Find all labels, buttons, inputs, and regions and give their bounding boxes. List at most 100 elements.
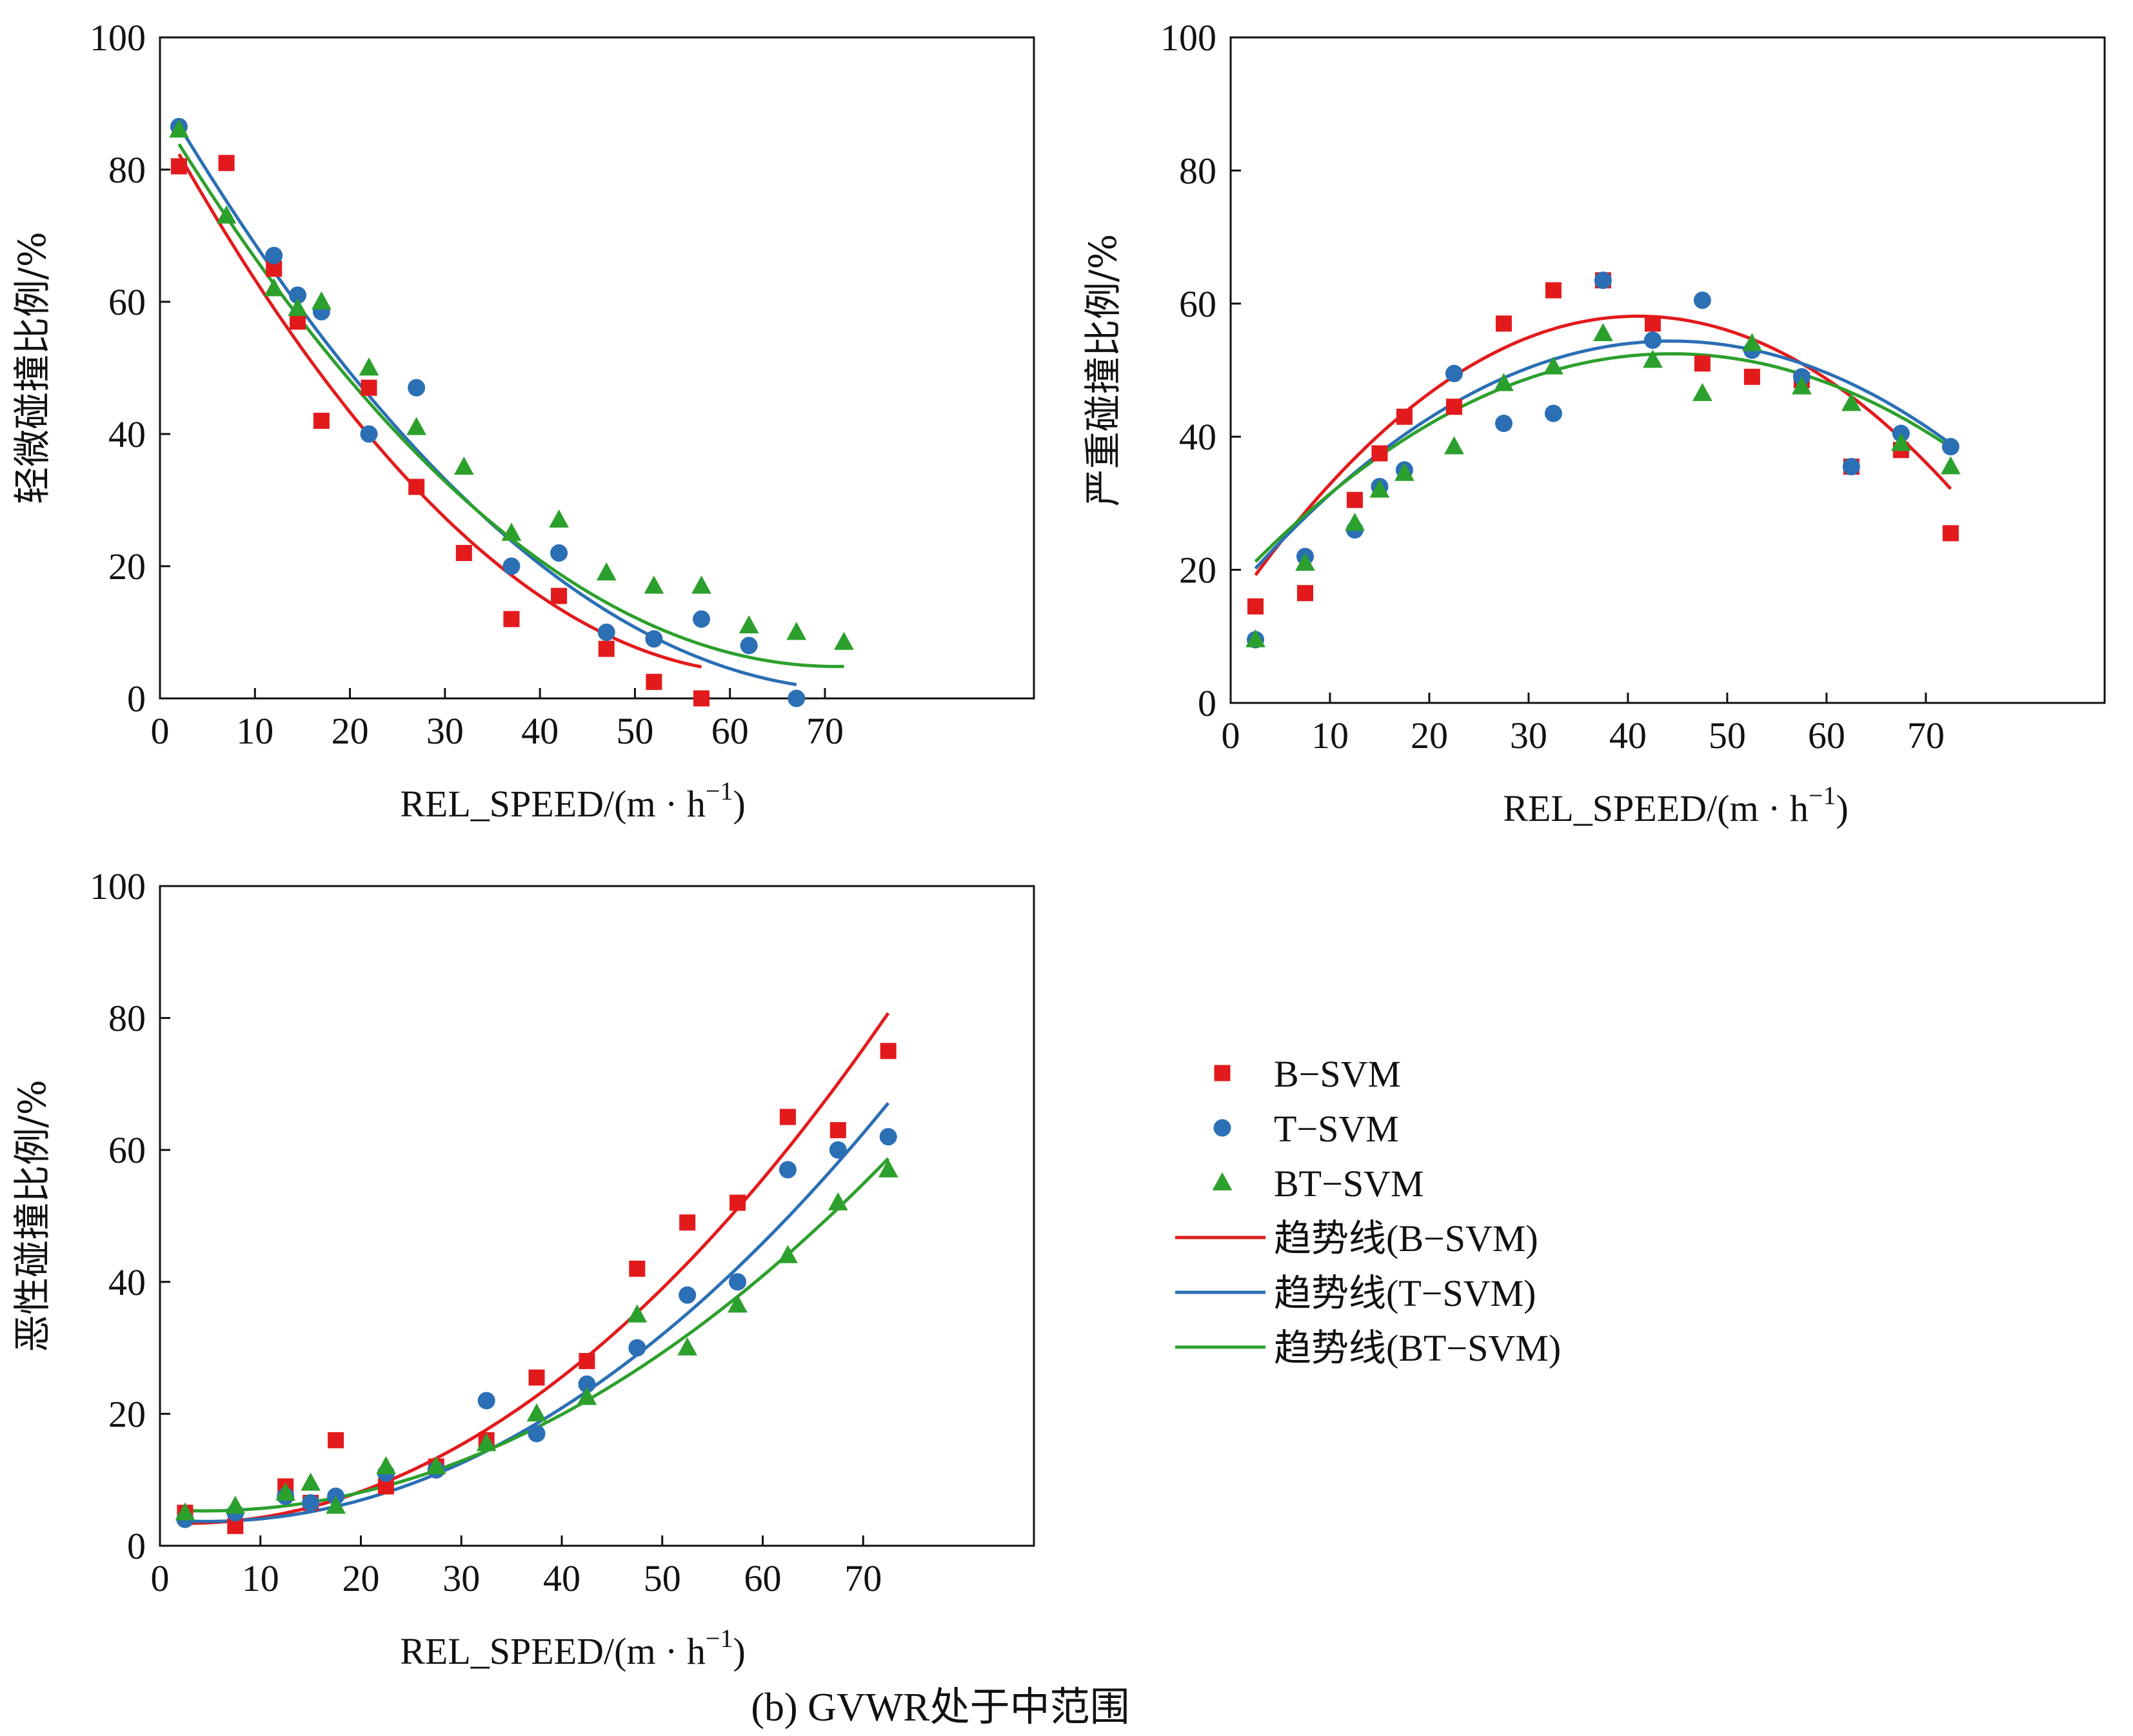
y-tick-label: 40 [1179,416,1216,458]
data-point-T [1693,291,1711,310]
y-axis-title: 恶性碰撞比例/% [10,1080,54,1352]
x-axis-title: REL_SPEED/(m · h−1) [400,1624,746,1672]
y-tick-label: 60 [108,281,146,323]
trend-line-B [177,153,702,669]
legend-label: T−SVM [1274,1108,1399,1150]
x-tick-label: 30 [442,1557,480,1599]
x-tick-label: 60 [1808,715,1845,756]
trend-line-T [1254,339,1952,570]
data-point-B [1247,598,1264,615]
data-point-B [679,1214,696,1231]
data-point-T [740,636,758,655]
data-point-T [628,1339,646,1357]
data-point-B [829,1122,846,1139]
y-tick-label: 0 [127,678,146,720]
data-point-B [1346,491,1363,508]
x-tick-label: 20 [332,710,369,752]
data-point-T [477,1392,495,1410]
x-axis-title-sup: −1 [1809,781,1836,810]
legend-marker-B [1214,1065,1231,1081]
data-point-T [302,1494,320,1512]
data-point-BT [1742,333,1762,351]
y-tick-label: 60 [1179,283,1216,325]
x-axis-title-close: ) [733,783,745,825]
x-tick-label: 0 [151,1557,170,1599]
data-point-B [693,690,710,707]
plot-frame [159,885,1035,1547]
data-point-T [1544,404,1562,422]
y-tick-label: 40 [108,1261,146,1303]
data-point-BT [778,1245,798,1263]
data-point-BT [476,1433,497,1452]
data-point-BT [175,1502,195,1521]
data-point-B [1545,282,1562,299]
data-point-T [679,1286,697,1304]
data-point-BT [878,1159,898,1178]
data-point-B [313,413,330,429]
x-tick-label: 40 [543,1557,580,1599]
legend: B−SVM T−SVM BT−SVM 趋势线(B−SVM) 趋势线(T−SVM) 趋势线(… [1175,1053,1561,1369]
x-axis-title-sup: −1 [706,776,733,805]
data-point-T [779,1161,797,1179]
data-point-B [629,1260,646,1277]
legend-item: BT−SVM [1212,1163,1424,1205]
chart-severe-collision: 0 10 20 30 40 50 60 70 0 20 40 60 80 100 REL_SPEED/(m … [1081,17,2106,829]
data-point-B [1495,315,1512,332]
data-point-BT [577,1386,597,1405]
legend-marker-T [1213,1119,1231,1137]
data-point-T [360,425,378,443]
data-point-B [598,640,615,657]
y-tick-label: 0 [1198,682,1216,724]
trend-line-BT [184,1157,889,1513]
x-tick-label: 0 [151,710,170,752]
trend-line-T [184,1101,890,1523]
data-point-BT [264,278,284,297]
data-point-B [1743,368,1760,385]
x-axis-title-close: ) [733,1630,745,1672]
legend-item: 趋势线(B−SVM) [1175,1218,1538,1259]
data-point-B [646,673,662,690]
data-point-T [1941,438,1959,456]
legend-item: T−SVM [1213,1108,1399,1150]
x-tick-label: 20 [342,1557,379,1599]
data-point-BT [1940,456,1961,475]
y-axis-title: 轻微碰撞比例/% [10,232,54,504]
x-tick-label: 70 [806,710,844,752]
data-point-BT [501,522,522,541]
y-tick-label: 0 [127,1525,146,1567]
data-point-BT [834,631,854,650]
data-point-BT [225,1495,246,1514]
x-tick-label: 0 [1222,715,1240,756]
data-point-B [218,155,235,172]
data-point-B [779,1109,796,1125]
data-point-BT [301,1472,321,1491]
x-tick-label: 70 [844,1557,882,1599]
y-tick-label: 80 [1179,150,1216,192]
data-point-BT [549,509,569,528]
data-point-B [170,158,187,175]
x-tick-label: 40 [521,710,559,752]
trend-line-BT [1254,352,1952,563]
data-point-T [829,1141,847,1159]
data-point-BT [216,205,237,224]
y-tick-label: 20 [108,1393,146,1435]
data-point-B [503,611,520,627]
data-point-BT [1345,513,1365,531]
data-point-T [578,1375,596,1393]
x-tick-label: 10 [242,1557,279,1599]
y-axis-title: 严重碰撞比例/% [1081,234,1125,507]
y-tick-label: 80 [108,998,146,1040]
y-tick-label: 100 [90,865,146,907]
data-point-T [528,1425,546,1443]
legend-label: 趋势线(BT−SVM) [1274,1327,1561,1369]
x-tick-label: 50 [1709,715,1746,756]
data-point-B [1296,585,1313,602]
data-point-BT [1692,382,1712,401]
legend-label: 趋势线(B−SVM) [1274,1218,1538,1259]
data-point-BT [596,562,617,581]
data-point-BT [288,297,308,317]
data-point-BT [376,1455,396,1475]
legend-label: BT−SVM [1274,1163,1424,1205]
x-tick-label: 30 [426,710,464,752]
